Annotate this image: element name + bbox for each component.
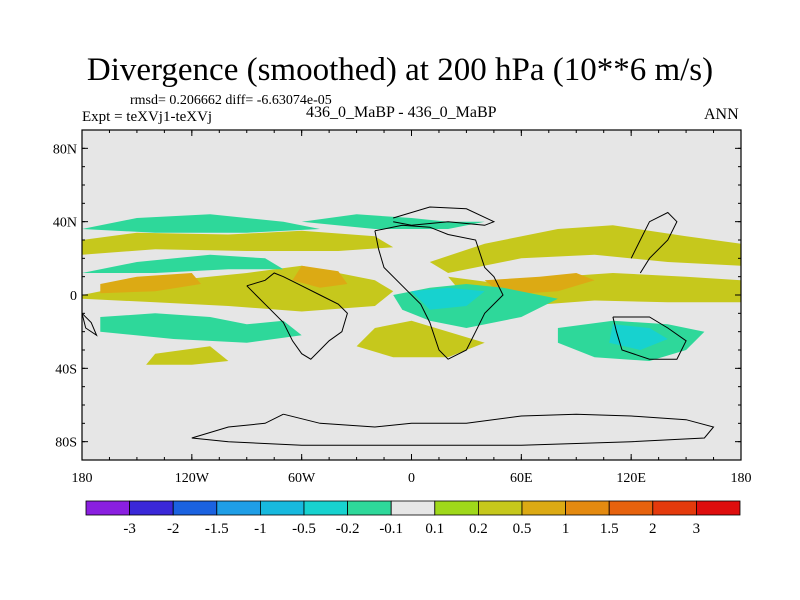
coastline-3	[630, 211, 678, 274]
y-tick-label-2: 0	[70, 289, 77, 304]
divergence-region-7	[356, 320, 485, 358]
colorbar-swatch-3	[216, 500, 261, 516]
experiment-label: Expt = teXVj1-teXVj	[82, 109, 213, 125]
colorbar-label-11: 1.5	[600, 521, 619, 537]
colorbar-swatch-12	[608, 500, 654, 516]
y-tick-label-1: 40N	[53, 216, 77, 231]
coastline-1	[374, 224, 504, 360]
colorbar-label-6: -0.1	[379, 521, 403, 537]
y-tick-label-3: 40S	[55, 362, 77, 377]
colorbar-swatch-1	[129, 500, 174, 516]
colorbar-label-4: -0.5	[292, 521, 316, 537]
divergence-region-6	[484, 273, 595, 295]
axis-layer: 180 120W 60W 0 60E 120E 180 80N 40N 0 40S 80S	[53, 129, 752, 486]
colorbar-label-0: -3	[123, 521, 136, 537]
x-tick-label-4: 60E	[510, 471, 533, 486]
colorbar-label-1: -2	[167, 521, 180, 537]
x-tick-label-3: 0	[408, 471, 415, 486]
colorbar-layer: -3 -2 -1.5 -1 -0.5 -0.2 -0.1 0.1 0.2 0.5 1 1.5 2 3	[85, 500, 741, 537]
colorbar-label-3: -1	[254, 521, 267, 537]
coastline-6	[81, 312, 98, 337]
rmsd-stats: rmsd= 0.206662 diff= -6.63074e-05	[130, 93, 332, 108]
colorbar-label-9: 0.5	[513, 521, 532, 537]
colorbar-label-13: 3	[693, 521, 701, 537]
x-tick-label-5: 120E	[616, 471, 646, 486]
x-tick-label-1: 120W	[175, 471, 210, 486]
colorbar-swatch-4	[259, 500, 305, 516]
colorbar-swatch-13	[652, 500, 697, 516]
colorbar-label-2: -1.5	[205, 521, 229, 537]
colorbar-swatch-9	[477, 500, 523, 516]
y-tick-label-4: 80S	[55, 436, 77, 451]
y-tick-label-0: 80N	[53, 142, 77, 157]
colorbar-label-12: 2	[649, 521, 657, 537]
divergence-region-12	[82, 254, 284, 273]
divergence-region-1	[100, 273, 201, 294]
colorbar-swatch-8	[434, 500, 479, 516]
colorbar-swatch-7	[390, 500, 436, 516]
period-label: 436_0_MaBP - 436_0_MaBP	[306, 104, 497, 121]
colorbar-label-8: 0.2	[469, 521, 488, 537]
coastline-2	[393, 206, 496, 226]
coastline-5	[191, 413, 715, 446]
colorbar-swatch-0	[85, 500, 130, 516]
map-layer	[81, 130, 741, 460]
colorbar-swatch-11	[565, 500, 610, 516]
divergence-region-4	[429, 225, 741, 273]
divergence-region-11	[100, 313, 302, 343]
colorbar-swatch-14	[696, 500, 741, 516]
colorbar-label-10: 1	[562, 521, 570, 537]
x-tick-label-0: 180	[72, 471, 93, 486]
divergence-region-13	[82, 214, 320, 233]
divergence-region-15	[609, 324, 668, 350]
x-tick-label-6: 180	[731, 471, 752, 486]
divergence-region-10	[411, 287, 485, 310]
colorbar-swatch-6	[347, 500, 392, 516]
colorbar-label-7: 0.1	[425, 521, 444, 537]
colorbar-swatch-10	[521, 500, 566, 516]
chart-title: Divergence (smoothed) at 200 hPa (10**6 …	[86, 52, 714, 88]
divergence-region-2	[292, 265, 348, 288]
divergence-region-16	[301, 214, 485, 229]
colorbar-swatch-2	[172, 500, 218, 516]
season-label: ANN	[704, 106, 739, 123]
colorbar-label-5: -0.2	[336, 521, 360, 537]
divergence-region-8	[146, 346, 229, 365]
divergence-region-3	[82, 230, 394, 255]
coastline-0	[246, 272, 348, 360]
colorbar-swatch-5	[303, 500, 348, 516]
coastline-4	[612, 316, 687, 360]
x-tick-label-2: 60W	[288, 471, 316, 486]
